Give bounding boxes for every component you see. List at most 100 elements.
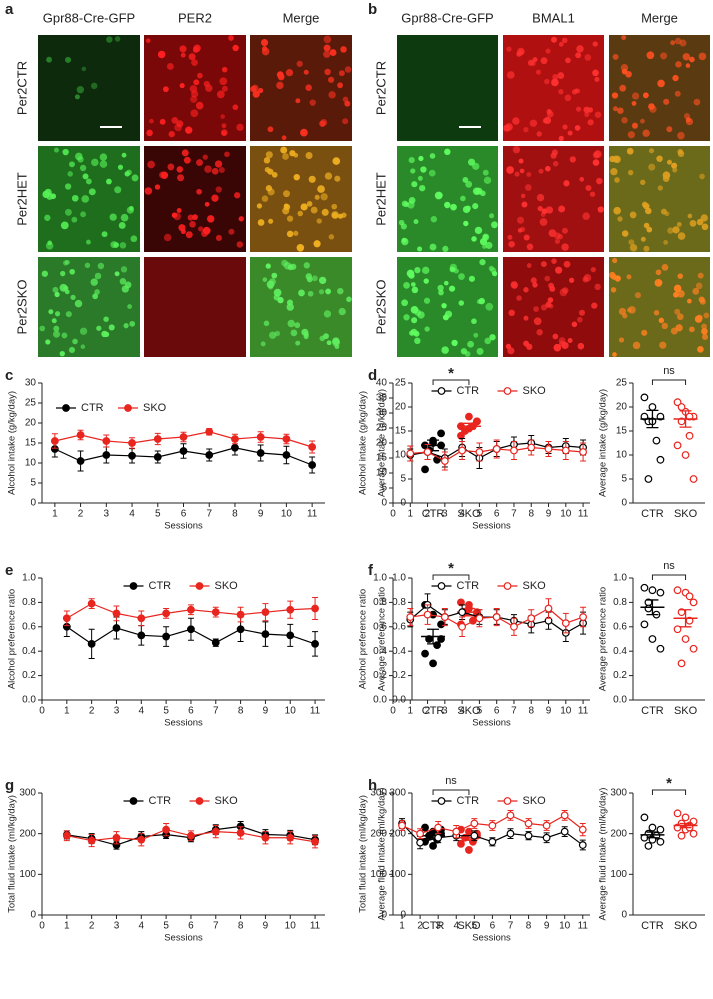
cell — [401, 200, 409, 207]
y-tick-label: 0.2 — [613, 670, 627, 681]
legend-marker — [437, 797, 446, 805]
x-tick-label: 7 — [511, 509, 517, 520]
cell — [101, 231, 108, 238]
cell — [79, 327, 88, 335]
cell — [323, 50, 331, 58]
cell — [643, 222, 650, 229]
cell — [538, 168, 544, 174]
cell — [324, 172, 333, 180]
cell — [670, 40, 676, 46]
cell — [697, 272, 704, 279]
cell — [516, 51, 522, 57]
point — [153, 435, 162, 443]
cell — [54, 311, 61, 317]
point — [677, 403, 686, 411]
x-tick-label: 9 — [263, 706, 269, 717]
cell — [68, 346, 76, 354]
x-tick-label: 8 — [528, 509, 534, 520]
x-tick-label: 3 — [435, 921, 441, 932]
cell — [533, 306, 540, 312]
legend-label: CTR — [149, 795, 172, 807]
point — [112, 833, 121, 842]
cell — [300, 203, 308, 211]
cell — [120, 213, 129, 222]
point — [681, 635, 690, 643]
cell — [318, 276, 327, 285]
cell — [530, 61, 536, 67]
cell — [282, 153, 289, 160]
cell — [127, 304, 133, 309]
y-axis-title: Average preference ratio — [377, 587, 388, 691]
point — [506, 829, 515, 838]
cell — [629, 211, 637, 219]
point — [423, 610, 432, 619]
cell — [215, 186, 222, 193]
cell — [283, 190, 290, 198]
legend-label: SKO — [523, 385, 547, 397]
legend-label: SKO — [215, 580, 239, 592]
cell — [576, 316, 583, 323]
x-tick-label: 1 — [399, 921, 405, 932]
x-axis-title: Sessions — [164, 718, 203, 729]
cell — [262, 277, 268, 282]
point — [677, 831, 686, 840]
y-tick-label: 15 — [616, 426, 628, 437]
y-tick-label: 15 — [395, 426, 407, 437]
cell — [276, 81, 284, 90]
cell — [261, 195, 269, 202]
legend-marker — [437, 387, 446, 395]
cell — [86, 239, 91, 245]
cell — [621, 116, 628, 124]
point — [179, 447, 188, 455]
cell — [144, 187, 153, 195]
point — [231, 435, 239, 443]
cell — [532, 282, 538, 288]
cell — [429, 153, 436, 159]
y-tick-label: 25 — [376, 423, 388, 434]
cell — [413, 219, 419, 225]
cell — [306, 201, 313, 207]
cell — [640, 236, 646, 242]
cell — [584, 111, 590, 118]
y-tick-label: 5 — [621, 474, 627, 485]
micrograph-background — [38, 35, 140, 141]
cell — [277, 296, 284, 304]
cell — [303, 262, 310, 269]
cell — [536, 131, 542, 137]
cell — [676, 313, 684, 321]
point — [648, 823, 657, 832]
legend-marker — [503, 582, 512, 590]
cell — [658, 317, 665, 324]
cell — [687, 213, 693, 219]
cell — [458, 300, 465, 306]
cell — [234, 192, 241, 199]
cell — [523, 127, 529, 133]
cell — [569, 156, 576, 163]
point — [689, 829, 698, 838]
cell — [51, 318, 57, 324]
cell — [701, 327, 708, 335]
cell — [179, 45, 187, 53]
cell — [74, 299, 83, 308]
cell — [77, 156, 84, 163]
y-axis-title: Average intake (g/kg/day) — [377, 389, 388, 497]
cell — [297, 210, 304, 217]
x-tick-label: 10 — [560, 509, 572, 520]
cell — [94, 289, 100, 295]
cell — [508, 240, 515, 248]
cell — [197, 72, 203, 79]
cell — [657, 280, 663, 285]
cell — [642, 92, 649, 99]
cell — [53, 330, 61, 338]
x-tick-label: 9 — [258, 509, 264, 520]
y-tick-label: 0.2 — [392, 670, 406, 681]
cell — [463, 220, 469, 227]
cell — [321, 208, 329, 216]
cell — [699, 173, 705, 180]
point — [673, 809, 682, 818]
cell — [422, 266, 430, 275]
cell — [558, 42, 564, 47]
cell — [293, 230, 299, 236]
x-tick-label: 5 — [163, 921, 169, 932]
point — [473, 417, 481, 426]
